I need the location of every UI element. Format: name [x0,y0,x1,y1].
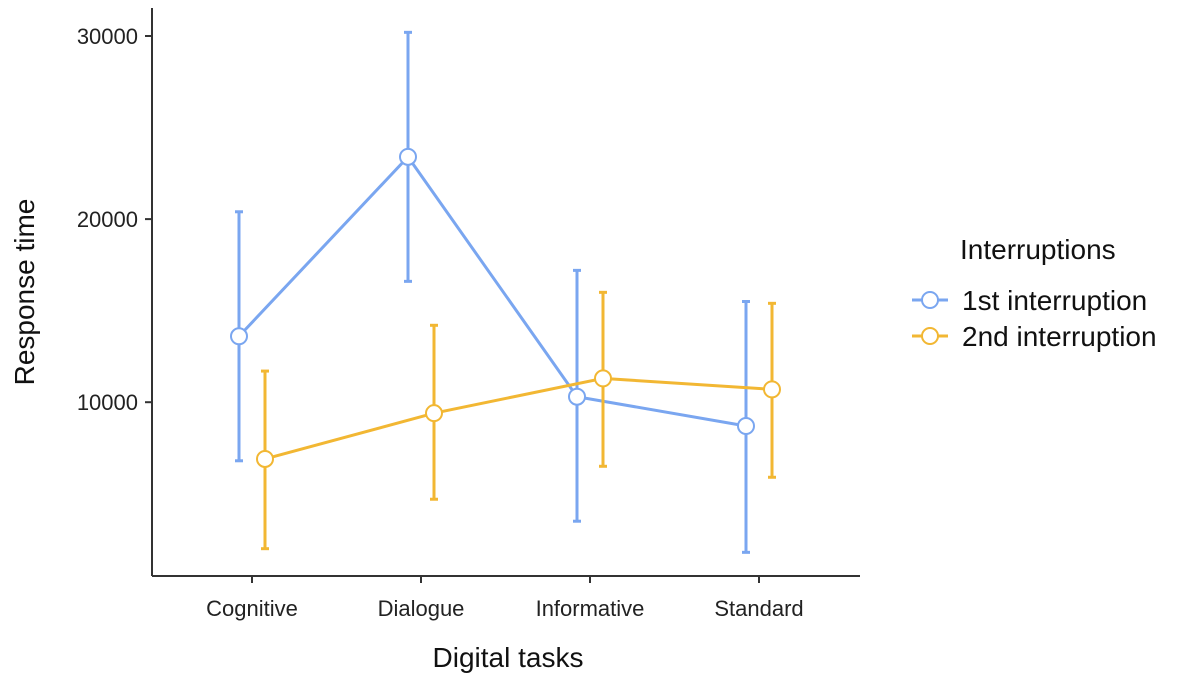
legend-label: 2nd interruption [962,321,1157,352]
series-line [237,154,747,428]
data-point [256,449,274,468]
legend-item: 1st interruption [912,285,1147,316]
y-tick-label: 10000 [77,390,138,415]
y-tick-label: 30000 [77,24,138,49]
data-point [425,404,443,423]
x-tick-label: Cognitive [206,596,298,621]
data-point [230,327,248,346]
y-axis-title: Response time [9,199,40,386]
series-1 [230,30,755,554]
y-ticks: 10000 20000 30000 [77,24,152,415]
x-tick-label: Standard [714,596,803,621]
legend-item: 2nd interruption [912,321,1157,352]
x-ticks: Cognitive Dialogue Informative Standard [206,576,804,621]
legend-title: Interruptions [960,234,1116,265]
legend-key-point [921,291,939,309]
legend-label: 1st interruption [962,285,1147,316]
y-tick-label: 20000 [77,207,138,232]
legend-items: 1st interruption 2nd interruption [912,285,1157,352]
x-tick-label: Dialogue [378,596,465,621]
series-layer [230,30,781,554]
data-point [763,380,781,399]
series-2 [256,290,781,551]
data-point [568,387,586,406]
legend: Interruptions 1st interruption 2nd interr… [912,234,1157,352]
data-point [594,369,612,388]
x-tick-label: Informative [536,596,645,621]
series-line [264,376,773,461]
x-axis-title: Digital tasks [433,642,584,673]
data-point [737,417,755,436]
axes: 10000 20000 30000 Cognitive Dialogue Informa… [77,8,860,621]
data-point [399,147,417,166]
legend-key-point [921,327,939,345]
